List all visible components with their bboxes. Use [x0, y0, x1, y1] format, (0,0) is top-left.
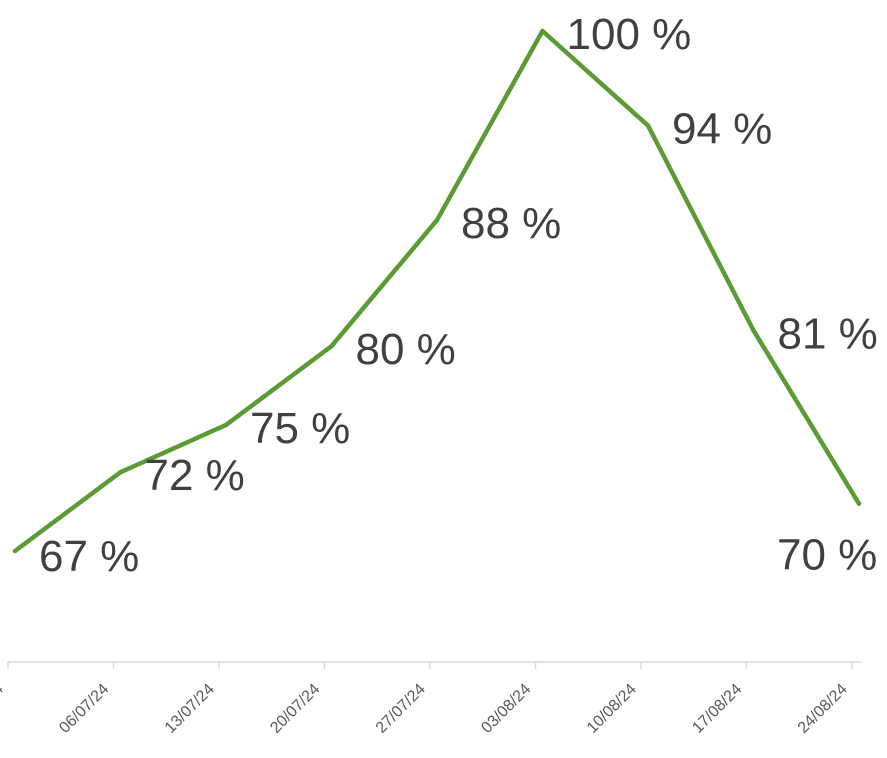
- data-point: [223, 422, 229, 428]
- x-tick-label: 20/07/24: [267, 681, 323, 737]
- x-tick-label: 27/07/24: [373, 681, 429, 737]
- data-label: 67 %: [39, 532, 139, 581]
- data-label: 100 %: [567, 10, 692, 59]
- x-axis: [7, 661, 862, 669]
- data-point: [540, 28, 545, 34]
- data-label: 80 %: [356, 325, 456, 374]
- data-point: [12, 548, 18, 554]
- x-tick-label: 24/08/24: [795, 681, 851, 737]
- x-tick-labels: 29/06/24 06/07/24 13/07/24 20/07/24 27/07/24…: [0, 681, 851, 737]
- data-point: [645, 123, 651, 128]
- x-tick-label: 17/08/24: [689, 681, 745, 737]
- x-tick-label: 06/07/24: [56, 681, 112, 737]
- x-tick-label: 13/07/24: [162, 681, 218, 737]
- data-label: 72 %: [145, 451, 245, 500]
- data-point: [434, 217, 440, 223]
- data-label: 94 %: [672, 105, 772, 154]
- x-tick-label: 10/08/24: [584, 681, 640, 737]
- data-point: [118, 469, 123, 475]
- x-tick-label: 03/08/24: [478, 681, 534, 737]
- data-point: [751, 328, 756, 333]
- x-tick-label: 29/06/24: [0, 681, 7, 737]
- data-label: 75 %: [250, 404, 350, 453]
- data-point: [856, 501, 862, 506]
- data-label: 81 %: [778, 309, 878, 358]
- series-line-group: [12, 28, 862, 554]
- data-label: 88 %: [461, 199, 561, 248]
- data-label: 70 %: [777, 531, 877, 580]
- data-labels: 67 %72 %75 %80 % 88 % 100 % 94 % 81 % 70 %: [39, 10, 878, 581]
- data-point: [329, 343, 334, 349]
